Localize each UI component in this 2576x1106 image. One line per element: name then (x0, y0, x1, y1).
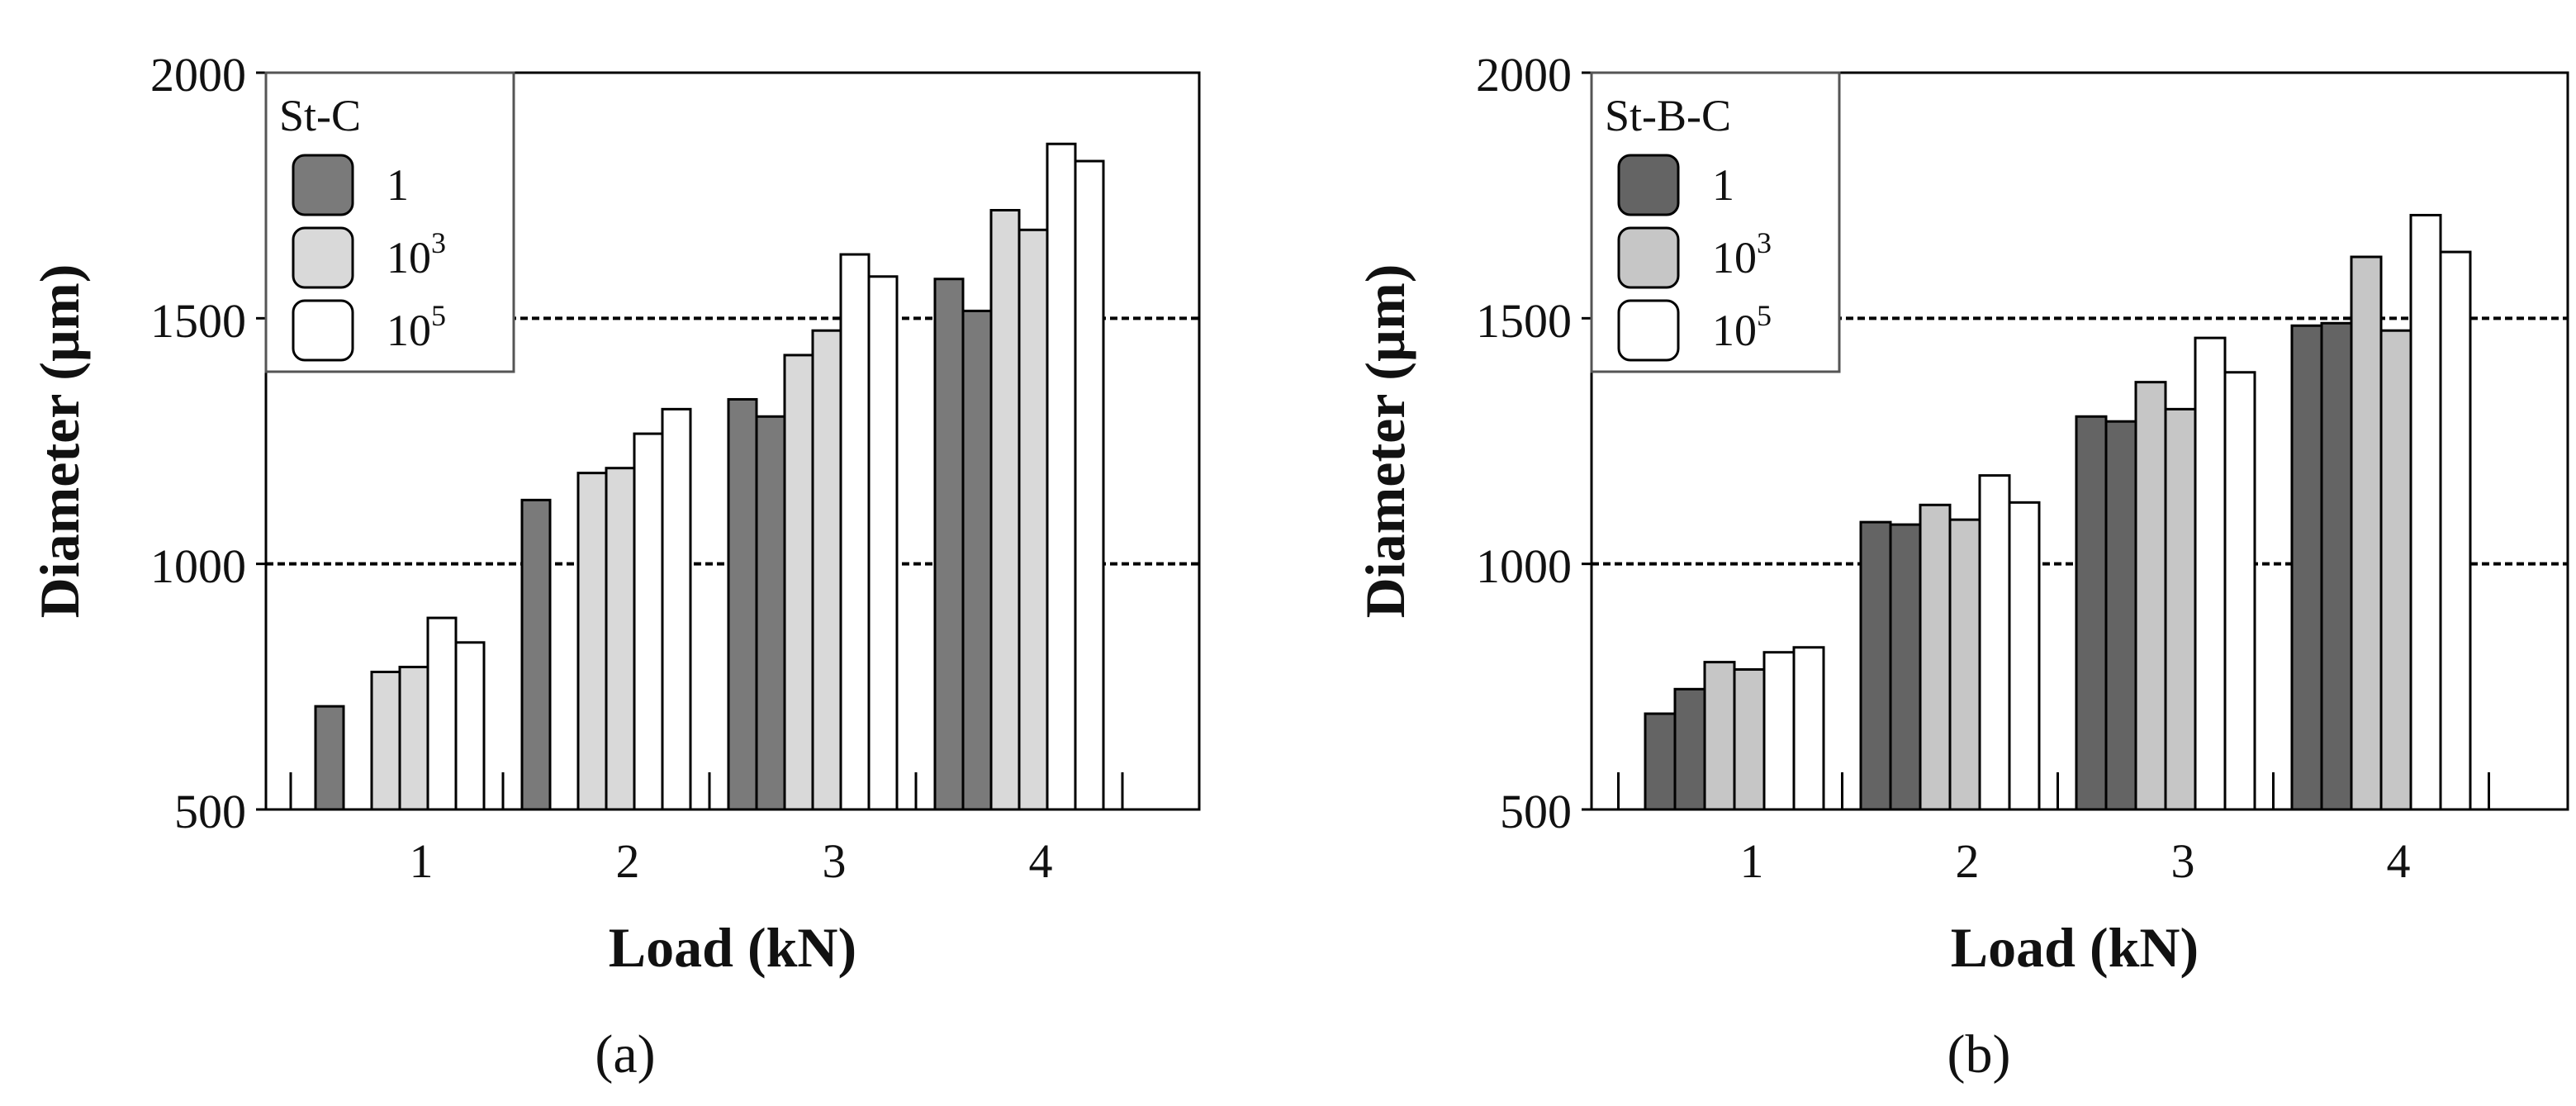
x-tick-label: 2 (616, 834, 640, 888)
bar (933, 278, 965, 811)
legend-label: 103 (1712, 226, 1772, 282)
bar (454, 641, 486, 811)
bar (2320, 321, 2353, 811)
bar (2290, 324, 2323, 811)
chart-panel-b: 2000 1500 1000 500 1 2 3 4 Load (kN) Dia… (1354, 48, 2569, 1085)
bar (783, 354, 814, 811)
bar (1733, 668, 1766, 811)
bar (2350, 255, 2383, 811)
legend-label: 103 (387, 226, 446, 282)
y-tick-label: 2000 (150, 48, 246, 102)
plot-frame (264, 71, 1201, 811)
bar (633, 432, 664, 811)
legend: St-B-C 1 103 105 (1590, 71, 1841, 373)
y-tick-label: 500 (174, 785, 246, 838)
bar (1644, 712, 1677, 811)
bar (426, 616, 458, 811)
bar (961, 309, 993, 811)
bar (1046, 142, 1077, 811)
bar (2439, 250, 2472, 811)
bar (2008, 501, 2041, 811)
bar (1074, 159, 1105, 811)
bar (727, 397, 758, 811)
legend-swatch (292, 154, 354, 216)
bar (867, 275, 899, 811)
x-tick-label: 3 (823, 834, 847, 888)
bar (1948, 518, 1981, 811)
legend-label: 105 (1712, 299, 1772, 355)
bar (1919, 503, 1952, 811)
bar (661, 407, 692, 811)
bar (1889, 523, 1922, 811)
legend-label: 105 (387, 299, 446, 355)
legend-swatch (292, 226, 354, 289)
y-tick-label: 1500 (1476, 294, 1572, 348)
bar (314, 705, 345, 811)
x-tick-label: 2 (1956, 834, 1980, 888)
bar (2194, 336, 2227, 811)
chart-panel-a: 2000 1500 1000 500 1 2 3 4 Load (kN) Dia… (28, 48, 1201, 1085)
bar (1792, 646, 1825, 811)
bar (2164, 407, 2197, 811)
bar (2409, 213, 2442, 811)
y-tick-label: 1500 (150, 294, 246, 348)
y-tick-label: 2000 (1476, 48, 1572, 102)
bar (2134, 381, 2167, 811)
bar-group (314, 142, 1105, 811)
axis-ticks (256, 71, 1124, 811)
legend-swatch (292, 299, 354, 362)
legend-title: St-C (279, 91, 361, 140)
x-tick-label: 3 (2171, 834, 2195, 888)
panel-label: (a) (595, 1024, 655, 1085)
bar (2075, 415, 2108, 811)
bar (989, 209, 1021, 811)
x-tick-label: 4 (2387, 834, 2411, 888)
bar (520, 498, 552, 811)
bar (2223, 371, 2256, 811)
axis-ticks (1582, 71, 2490, 811)
y-axis-title: Diameter (µm) (28, 264, 91, 619)
bar (1859, 520, 1892, 811)
y-axis-title: Diameter (µm) (1354, 264, 1416, 619)
y-tick-label: 1000 (1476, 539, 1572, 593)
bar (1762, 651, 1796, 811)
legend-title: St-B-C (1605, 91, 1731, 140)
y-tick-label: 500 (1500, 785, 1572, 838)
bar (1703, 661, 1736, 811)
legend-swatch (1617, 299, 1680, 362)
x-tick-label: 4 (1029, 834, 1053, 888)
bar (839, 253, 871, 811)
bar (1673, 687, 1706, 811)
legend: St-C 1 103 105 (264, 71, 515, 373)
x-tick-label: 1 (410, 834, 434, 888)
panel-label: (b) (1947, 1024, 2011, 1085)
bar (576, 472, 608, 811)
bar (605, 467, 636, 811)
legend-swatch (1617, 226, 1680, 289)
legend-label: 1 (1712, 160, 1734, 210)
bar (811, 329, 842, 811)
y-tick-label: 1000 (150, 539, 246, 593)
legend-swatch (1617, 154, 1680, 216)
x-axis-title: Load (kN) (1951, 916, 2199, 979)
x-tick-label: 1 (1740, 834, 1764, 888)
plot-frame (1590, 71, 2569, 811)
bar-group (1644, 213, 2472, 811)
bar (755, 415, 786, 811)
bar (370, 670, 401, 811)
x-axis-title: Load (kN) (609, 916, 856, 979)
legend-label: 1 (387, 160, 409, 210)
bar (1018, 228, 1049, 811)
bar (1978, 474, 2011, 811)
bar (398, 666, 429, 811)
bar (2379, 329, 2412, 811)
bar (2104, 420, 2137, 811)
